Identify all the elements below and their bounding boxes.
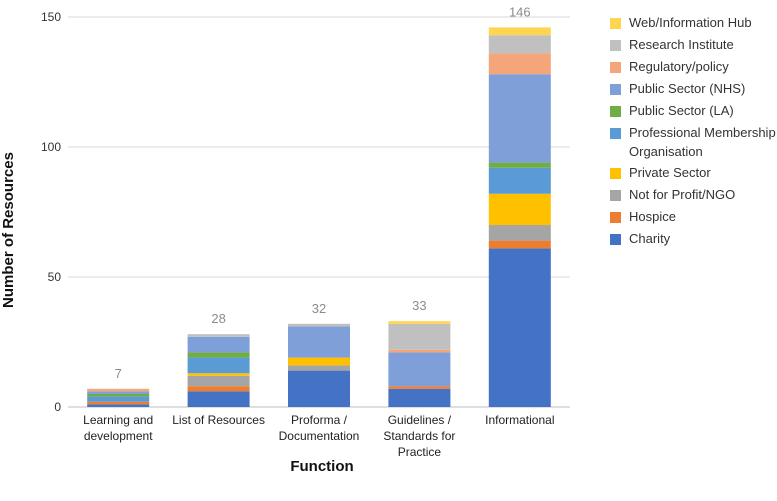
bar-segment [488, 167, 551, 194]
legend-label: Regulatory/policy [629, 59, 729, 74]
legend-swatch [610, 128, 621, 139]
bar-segment [187, 357, 250, 374]
x-tick-label: Guidelines / Standards for Practice [383, 413, 455, 459]
bar-segment [288, 370, 350, 407]
bars [87, 27, 551, 407]
bar-segment [87, 394, 150, 397]
legend-swatch [610, 40, 621, 51]
bar-segment [488, 53, 551, 75]
bar-segment [388, 388, 451, 407]
bar-segment [388, 386, 451, 389]
legend-label-line: Charity [629, 231, 671, 246]
bar-segment [388, 323, 451, 350]
legend: Web/Information Hub Research Institute Reg… [610, 15, 776, 246]
x-tick-label-line: Informational [485, 413, 554, 427]
x-tick-label-line: Practice [398, 445, 442, 459]
legend-label: Public Sector (LA) [629, 103, 734, 118]
bar-segment [388, 321, 451, 324]
legend-label-line: Private Sector [629, 165, 711, 180]
bar-segment [187, 391, 250, 407]
legend-swatch [610, 234, 621, 245]
bar-segment [488, 225, 551, 241]
legend-label-line: Not for Profit/NGO [629, 187, 735, 202]
legend-label: Professional Membership Organisation [629, 125, 776, 159]
x-tick-label-line: Learning and [83, 413, 153, 427]
x-tick-label: Learning and development [83, 413, 153, 443]
legend-label: Research Institute [629, 37, 734, 52]
labels: 0 50 100 150 7 Learning and development 28 List … [41, 4, 555, 459]
bar-segment [187, 336, 250, 353]
x-tick-label-line: List of Resources [172, 413, 265, 427]
y-axis-title: Number of Resources [0, 152, 17, 308]
legend-label: Web/Information Hub [629, 15, 752, 30]
x-tick-label: Informational [485, 413, 554, 427]
legend-label-line: Web/Information Hub [629, 15, 752, 30]
bar-segment [87, 388, 150, 392]
bar-segment [388, 349, 451, 353]
y-tick-label: 50 [48, 270, 62, 284]
x-tick-label-line: Documentation [279, 429, 360, 443]
x-tick-label-line: Standards for [383, 429, 455, 443]
data-label: 33 [412, 298, 426, 313]
bar-segment [488, 27, 551, 36]
x-tick-label-line: development [84, 429, 153, 443]
data-label: 146 [509, 4, 531, 19]
bar-segment [87, 401, 150, 405]
x-tick-label-line: Guidelines / [388, 413, 452, 427]
bar-segment [187, 352, 250, 358]
legend-swatch [610, 106, 621, 117]
x-tick-label-line: Proforma / [291, 413, 348, 427]
bar-segment [488, 35, 551, 54]
legend-label-line: Organisation [629, 144, 703, 159]
legend-swatch [610, 84, 621, 95]
legend-label: Not for Profit/NGO [629, 187, 735, 202]
legend-swatch [610, 62, 621, 73]
legend-swatch [610, 212, 621, 223]
data-label: 28 [211, 311, 225, 326]
bar-segment [187, 334, 250, 337]
x-tick-label: Proforma / Documentation [279, 413, 360, 443]
bar-segment [288, 326, 350, 358]
bar-segment [488, 74, 551, 163]
bar-segment [87, 404, 150, 407]
bar-segment [388, 352, 451, 387]
bar-segment [488, 162, 551, 168]
legend-label-line: Public Sector (NHS) [629, 81, 745, 96]
bar-segment [87, 396, 150, 402]
y-tick-label: 0 [54, 400, 61, 414]
bar-segment [187, 375, 250, 387]
bar-segment [288, 323, 350, 327]
bar-segment [187, 386, 250, 392]
legend-swatch [610, 190, 621, 201]
x-tick-label: List of Resources [172, 413, 265, 427]
legend-label: Charity [629, 231, 671, 246]
legend-label-line: Research Institute [629, 37, 734, 52]
data-label: 7 [115, 366, 122, 381]
bar-segment [488, 193, 551, 225]
bar-segment [288, 357, 350, 366]
legend-swatch [610, 168, 621, 179]
legend-label-line: Professional Membership [629, 125, 776, 140]
data-label: 32 [312, 301, 326, 316]
legend-label: Public Sector (NHS) [629, 81, 745, 96]
y-tick-label: 100 [41, 140, 61, 154]
bar-segment [187, 373, 250, 376]
legend-swatch [610, 18, 621, 29]
legend-label-line: Public Sector (LA) [629, 103, 734, 118]
legend-label: Private Sector [629, 165, 711, 180]
legend-label: Hospice [629, 209, 676, 224]
bar-segment [488, 248, 551, 407]
bar-segment [87, 391, 150, 394]
y-tick-label: 150 [41, 10, 61, 24]
bar-segment [288, 365, 350, 371]
x-axis-title: Function [290, 458, 353, 475]
bar-segment [488, 240, 551, 249]
legend-label-line: Regulatory/policy [629, 59, 729, 74]
legend-label-line: Hospice [629, 209, 676, 224]
